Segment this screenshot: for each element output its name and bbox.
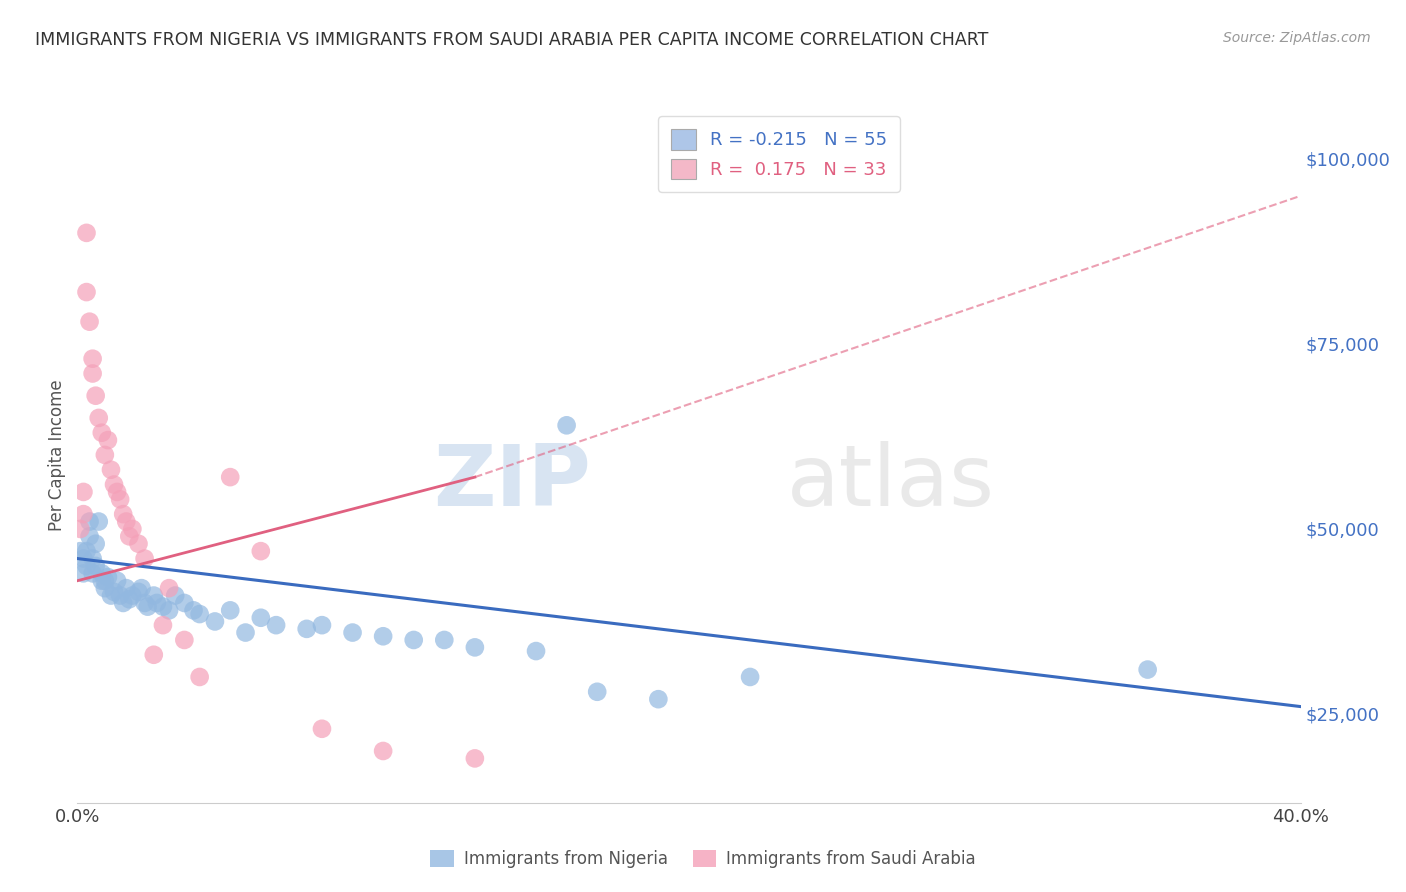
- Point: [157, 603, 180, 617]
- Point: [142, 589, 165, 603]
- Point: [188, 607, 211, 621]
- Point: [464, 751, 486, 765]
- Point: [152, 599, 174, 614]
- Point: [76, 558, 98, 573]
- Point: [128, 537, 150, 551]
- Point: [152, 618, 174, 632]
- Point: [433, 632, 456, 647]
- Text: IMMIGRANTS FROM NIGERIA VS IMMIGRANTS FROM SAUDI ARABIA PER CAPITA INCOME CORREL: IMMIGRANTS FROM NIGERIA VS IMMIGRANTS FR…: [35, 31, 988, 49]
- Point: [146, 596, 169, 610]
- Point: [79, 315, 101, 329]
- Point: [84, 537, 107, 551]
- Point: [82, 351, 104, 366]
- Point: [76, 285, 98, 299]
- Point: [76, 226, 98, 240]
- Point: [82, 551, 104, 566]
- Point: [264, 618, 287, 632]
- Point: [173, 632, 195, 647]
- Point: [82, 367, 104, 381]
- Point: [311, 618, 333, 632]
- Point: [134, 596, 156, 610]
- Point: [90, 574, 112, 588]
- Point: [142, 648, 165, 662]
- Point: [311, 722, 333, 736]
- Point: [112, 507, 135, 521]
- Point: [100, 589, 122, 603]
- Point: [219, 603, 242, 617]
- Point: [740, 670, 762, 684]
- Point: [94, 448, 117, 462]
- Point: [136, 599, 159, 614]
- Point: [90, 425, 112, 440]
- Point: [84, 389, 107, 403]
- Point: [134, 551, 156, 566]
- Y-axis label: Per Capita Income: Per Capita Income: [48, 379, 66, 531]
- Point: [69, 522, 91, 536]
- Point: [94, 574, 117, 588]
- Point: [115, 581, 138, 595]
- Point: [97, 570, 120, 584]
- Legend: R = -0.215   N = 55, R =  0.175   N = 33: R = -0.215 N = 55, R = 0.175 N = 33: [658, 116, 900, 192]
- Point: [72, 551, 94, 566]
- Point: [103, 585, 125, 599]
- Legend: Immigrants from Nigeria, Immigrants from Saudi Arabia: Immigrants from Nigeria, Immigrants from…: [423, 843, 983, 875]
- Point: [97, 433, 120, 447]
- Point: [105, 484, 128, 499]
- Point: [464, 640, 486, 655]
- Point: [121, 589, 143, 603]
- Point: [118, 592, 141, 607]
- Point: [555, 418, 578, 433]
- Point: [295, 622, 318, 636]
- Point: [250, 611, 273, 625]
- Point: [103, 477, 125, 491]
- Point: [72, 507, 94, 521]
- Text: Source: ZipAtlas.com: Source: ZipAtlas.com: [1223, 31, 1371, 45]
- Point: [647, 692, 669, 706]
- Point: [105, 574, 128, 588]
- Point: [100, 463, 122, 477]
- Point: [94, 581, 117, 595]
- Point: [165, 589, 187, 603]
- Point: [108, 589, 131, 603]
- Point: [250, 544, 273, 558]
- Point: [371, 629, 394, 643]
- Point: [72, 484, 94, 499]
- Point: [112, 596, 135, 610]
- Point: [183, 603, 205, 617]
- Point: [1136, 663, 1159, 677]
- Point: [586, 685, 609, 699]
- Point: [76, 544, 98, 558]
- Point: [84, 558, 107, 573]
- Point: [90, 566, 112, 581]
- Point: [157, 581, 180, 595]
- Point: [115, 515, 138, 529]
- Point: [108, 492, 131, 507]
- Text: atlas: atlas: [787, 442, 995, 524]
- Point: [87, 515, 110, 529]
- Point: [79, 515, 101, 529]
- Point: [72, 566, 94, 581]
- Point: [69, 544, 91, 558]
- Point: [219, 470, 242, 484]
- Point: [121, 522, 143, 536]
- Point: [87, 411, 110, 425]
- Point: [173, 596, 195, 610]
- Point: [82, 566, 104, 581]
- Point: [371, 744, 394, 758]
- Point: [118, 529, 141, 543]
- Point: [204, 615, 226, 629]
- Point: [235, 625, 257, 640]
- Point: [342, 625, 364, 640]
- Point: [402, 632, 425, 647]
- Text: ZIP: ZIP: [433, 442, 591, 524]
- Point: [128, 585, 150, 599]
- Point: [131, 581, 153, 595]
- Point: [79, 529, 101, 543]
- Point: [188, 670, 211, 684]
- Point: [524, 644, 547, 658]
